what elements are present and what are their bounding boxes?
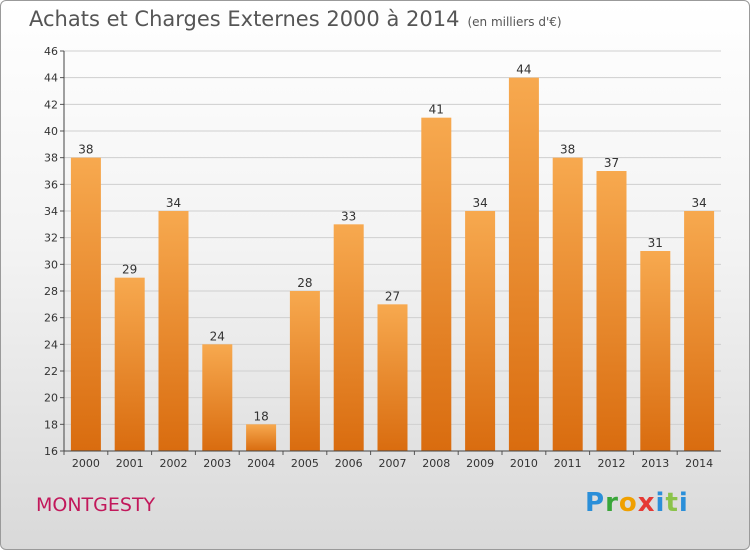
y-tick-label: 32: [44, 232, 58, 245]
bar: [421, 117, 452, 452]
y-tick-label: 46: [44, 45, 58, 58]
title-text: Achats et Charges Externes 2000 à 2014: [29, 7, 460, 31]
x-tick-label: 2003: [203, 457, 231, 470]
bars: 38 29 34 24 18 28 33 27 41 34 44 38 37 31 34: [70, 63, 715, 452]
x-tick-label: 2011: [554, 457, 582, 470]
data-label: 38: [560, 143, 575, 157]
bar: [596, 171, 627, 451]
data-label: 34: [472, 196, 487, 210]
data-label: 34: [691, 196, 706, 210]
bar: [377, 304, 408, 451]
x-tick-label: 2013: [641, 457, 669, 470]
x-tick-label: 2014: [685, 457, 713, 470]
bar: [202, 344, 233, 451]
y-tick-label: 28: [44, 285, 58, 298]
x-tick-label: 2006: [335, 457, 363, 470]
y-tick-label: 36: [44, 178, 58, 191]
bar: [552, 157, 583, 451]
x-tick-label: 2012: [598, 457, 626, 470]
x-tick-label: 2000: [72, 457, 100, 470]
commune-name: MONTGESTY: [36, 494, 156, 516]
x-tick-label: 2007: [379, 457, 407, 470]
x-tick-label: 2004: [247, 457, 275, 470]
data-label: 28: [297, 276, 312, 290]
x-tick-label: 2010: [510, 457, 538, 470]
y-tick-label: 22: [44, 365, 58, 378]
unit-note: (en milliers d'€): [467, 15, 562, 29]
y-tick-label: 42: [44, 98, 58, 111]
axes: 16 18 20 22 24 26 28 30 32 34 36 38 40 42 44 46 2000 2001…: [44, 45, 721, 470]
data-label: 41: [429, 103, 444, 117]
data-label: 18: [253, 409, 268, 423]
x-tick-label: 2009: [466, 457, 494, 470]
bar: [70, 157, 101, 451]
y-tick-label: 24: [44, 338, 58, 351]
y-tick-label: 16: [44, 445, 58, 458]
bar: [465, 211, 496, 451]
bar: [246, 424, 277, 451]
data-label: 29: [122, 263, 137, 277]
data-label: 24: [210, 329, 225, 343]
bar: [289, 291, 320, 451]
data-label: 27: [385, 289, 400, 303]
data-label: 34: [166, 196, 181, 210]
y-tick-label: 20: [44, 392, 58, 405]
data-label: 37: [604, 156, 619, 170]
bar: [158, 211, 189, 451]
bar: [684, 211, 715, 451]
bar: [640, 251, 671, 451]
bar: [333, 224, 364, 451]
proxiti-logo: Proxiti: [585, 488, 689, 518]
data-label: 31: [648, 236, 663, 250]
y-tick-label: 34: [44, 205, 58, 218]
y-tick-label: 38: [44, 152, 58, 165]
y-tick-label: 40: [44, 125, 58, 138]
y-tick-label: 30: [44, 258, 58, 271]
y-tick-label: 26: [44, 312, 58, 325]
bar: [114, 277, 145, 451]
chart-title: Achats et Charges Externes 2000 à 2014 (e…: [29, 7, 562, 31]
x-tick-label: 2002: [160, 457, 188, 470]
y-tick-label: 18: [44, 418, 58, 431]
y-tick-label: 44: [44, 72, 58, 85]
x-tick-label: 2008: [422, 457, 450, 470]
bar: [508, 77, 539, 452]
x-tick-label: 2005: [291, 457, 319, 470]
data-label: 44: [516, 63, 531, 77]
data-label: 33: [341, 209, 356, 223]
data-label: 38: [78, 143, 93, 157]
x-tick-label: 2001: [116, 457, 144, 470]
